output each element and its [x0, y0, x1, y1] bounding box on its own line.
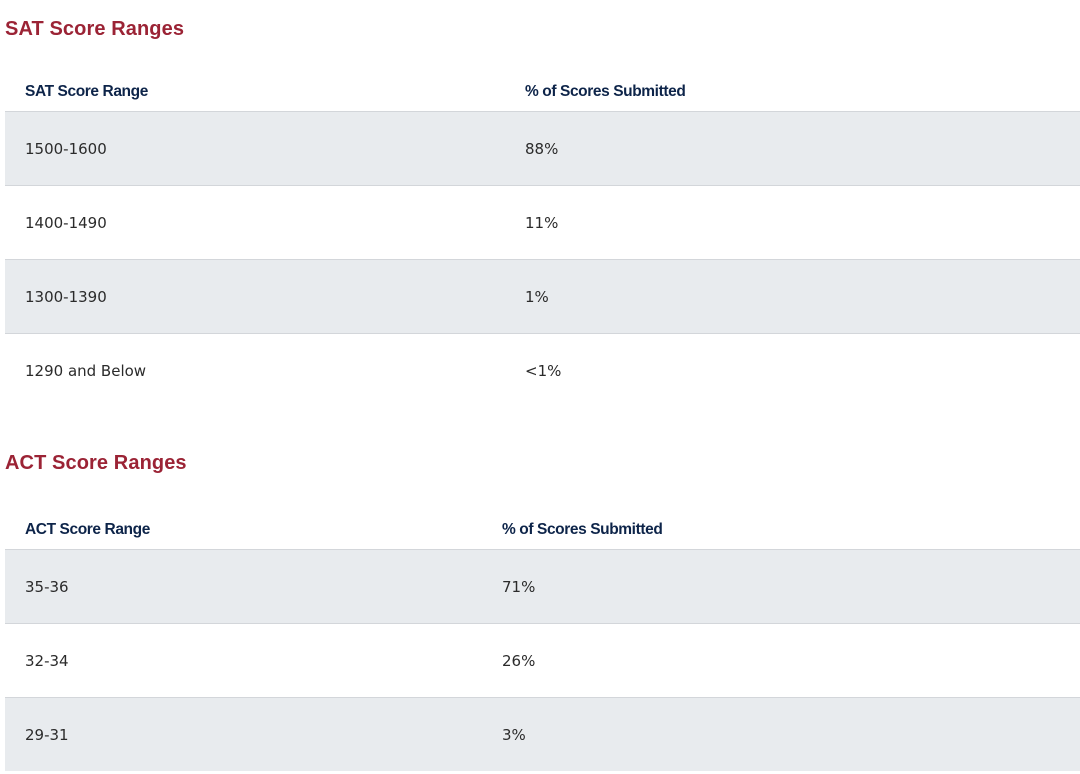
score-range-cell: 1400-1490 — [5, 185, 505, 260]
percent-cell: 1% — [505, 259, 1080, 334]
table-row: 29-31 3% — [5, 697, 1080, 771]
percent-cell: 11% — [505, 185, 1080, 260]
table-row: 1400-1490 11% — [5, 185, 1080, 260]
score-range-cell: 35-36 — [5, 549, 482, 624]
act-score-table: ACT Score Range % of Scores Submitted 35… — [5, 511, 1080, 771]
column-header-score-range: ACT Score Range — [5, 511, 482, 550]
column-header-percent-submitted: % of Scores Submitted — [505, 73, 1080, 112]
table-row: 1290 and Below <1% — [5, 334, 1080, 408]
score-range-cell: 32-34 — [5, 623, 482, 698]
score-range-cell: 1300-1390 — [5, 259, 505, 334]
percent-cell: 71% — [482, 549, 1080, 624]
score-range-cell: 1290 and Below — [25, 361, 147, 380]
column-header-score-range: SAT Score Range — [5, 73, 505, 112]
percent-cell: <1% — [525, 361, 562, 380]
sat-section-title: SAT Score Ranges — [5, 18, 185, 40]
percent-cell: 26% — [482, 623, 1080, 698]
score-range-cell: 1500-1600 — [5, 111, 505, 186]
table-header-row: SAT Score Range % of Scores Submitted — [5, 73, 1080, 112]
table-row: 1300-1390 1% — [5, 259, 1080, 334]
act-section-title: ACT Score Ranges — [5, 452, 187, 474]
table-row: 1500-1600 88% — [5, 111, 1080, 186]
table-row: 35-36 71% — [5, 549, 1080, 624]
score-range-cell: 29-31 — [5, 697, 482, 771]
table-header-row: ACT Score Range % of Scores Submitted — [5, 511, 1080, 550]
percent-cell: 88% — [505, 111, 1080, 186]
table-row: 32-34 26% — [5, 623, 1080, 698]
percent-cell: 3% — [482, 697, 1080, 771]
column-header-percent-submitted: % of Scores Submitted — [482, 511, 1080, 550]
sat-score-table: SAT Score Range % of Scores Submitted 15… — [5, 73, 1080, 407]
